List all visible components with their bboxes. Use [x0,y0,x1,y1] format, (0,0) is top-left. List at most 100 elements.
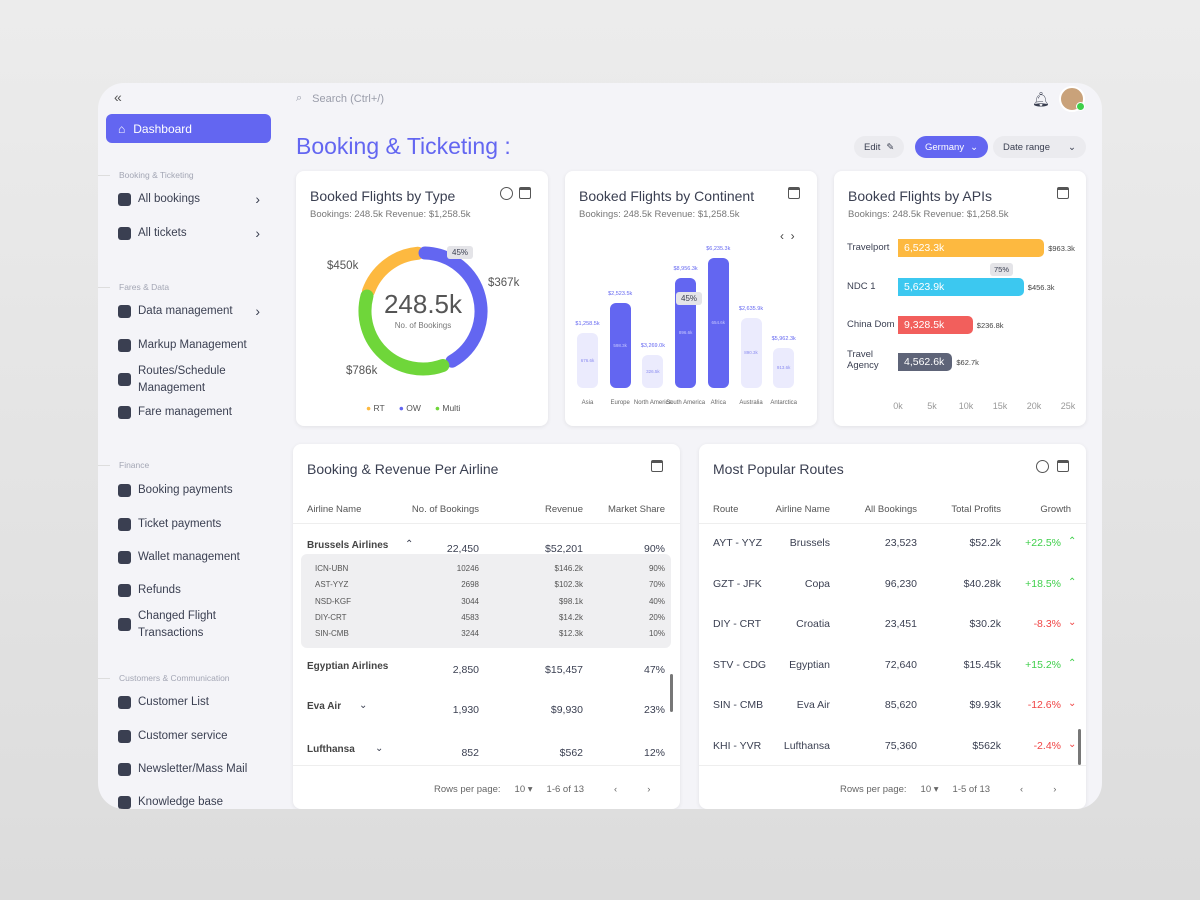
date-range-select[interactable]: Date range ⌄ [993,136,1086,158]
sidebar: « ⌂ Dashboard Booking & Ticketing Fares & … [98,83,282,809]
bar-inner-label: 896.6k [678,330,693,335]
card-summary: Bookings: 248.5k Revenue: $1,258.5k [848,209,1009,220]
sidebar-item[interactable]: Markup Management [118,337,268,354]
table-cell: Brussels [789,537,830,549]
avatar[interactable] [1059,86,1085,112]
sidebar-item[interactable]: Ticket payments [118,516,268,533]
menu-icon [118,304,131,318]
subtable-cell: 3044 [461,596,479,606]
card-summary: Bookings: 248.5k Revenue: $1,258.5k [579,209,740,220]
bar-antarctica[interactable] [773,348,795,388]
sidebar-item[interactable]: Customer service [118,728,268,745]
x-tick-label: South America [666,400,706,406]
column-header[interactable]: Total Profits [951,504,1001,515]
menu-icon [118,517,131,531]
globe-icon[interactable] [1036,460,1049,473]
column-header[interactable]: All Bookings [864,504,917,515]
subtable-cell: 20% [648,612,665,622]
sidebar-item[interactable]: Data management › [118,303,268,320]
next-page-button[interactable]: › [1053,784,1057,795]
arrow-up-icon: ⌃ [1068,657,1077,669]
bar-africa[interactable] [707,258,729,388]
api-bar[interactable]: 4,562.6k [898,353,953,371]
api-bar[interactable]: 6,523.3k [898,239,1045,257]
edit-button[interactable]: Edit ✎ [854,136,905,158]
table-cell: Lufthansa [783,740,830,752]
airline-name[interactable]: Egyptian Airlines [307,661,389,672]
bar-tooltip: 75% [990,263,1014,276]
column-header[interactable]: Revenue [544,504,583,515]
menu-icon [118,373,131,387]
calendar-icon[interactable] [651,460,663,472]
sidebar-item-label: Booking payments [138,484,233,496]
sidebar-item-label: Refunds [138,584,181,596]
column-header[interactable]: Growth [1040,504,1071,515]
airline-name[interactable]: Lufthansa [307,744,355,755]
rows-per-page-select[interactable]: 10 ▾ [514,784,533,795]
sidebar-item-label: Fare management [138,406,232,418]
prev-next-arrows[interactable]: ‹ › [780,229,795,243]
sidebar-item-label: All tickets [138,227,187,239]
country-select[interactable]: Germany ⌄ [915,136,989,158]
table-cell: AYT - YYZ [713,537,763,549]
globe-icon[interactable] [500,187,513,200]
calendar-icon[interactable] [1057,460,1069,472]
search-input[interactable]: ⌕ Search (Ctrl+/) [296,92,384,105]
menu-icon [118,192,131,206]
donut-center-label: No. of Bookings [394,321,452,330]
bar-south-america[interactable] [675,278,697,388]
sidebar-item[interactable]: All tickets › [118,225,268,242]
table-cell: 1,930 [452,704,479,716]
bell-icon[interactable]: 🔔︎ [1032,91,1050,107]
api-value-label: $236.8k [976,321,1004,330]
menu-icon [118,795,131,809]
sidebar-item[interactable]: Routes/Schedule Management [118,363,268,396]
api-bar-label: 4,562.6k [904,356,945,368]
sidebar-section-title: Fares & Data [98,282,170,292]
api-bar[interactable]: 5,623.9k [898,278,1024,296]
rows-per-page-select[interactable]: 10 ▾ [920,784,939,795]
sidebar-item[interactable]: Changed Flight Transactions [118,608,268,641]
bar-asia[interactable] [577,333,598,388]
column-header[interactable]: Airline Name [775,504,830,515]
subtable-cell: $12.3k [558,629,583,639]
calendar-icon[interactable] [519,187,531,199]
calendar-icon[interactable] [1057,187,1069,199]
chevron-down-icon[interactable]: ⌄ [375,743,384,754]
sidebar-item[interactable]: All bookings › [118,191,268,208]
chevron-down-icon[interactable]: ⌄ [359,700,368,711]
sidebar-item[interactable]: Refunds [118,582,268,599]
sidebar-item-dashboard[interactable]: ⌂ Dashboard [106,114,271,143]
prev-page-button[interactable]: ‹ [1020,784,1024,795]
column-header[interactable]: Airline Name [307,504,362,515]
legend-label: OW [406,403,421,413]
sidebar-item[interactable]: Customer List [118,694,268,711]
prev-page-button[interactable]: ‹ [614,784,618,795]
sidebar-item[interactable]: Wallet management [118,549,268,566]
app-window: « ⌂ Dashboard Booking & Ticketing Fares & … [98,83,1102,809]
table-cell: GZT - JFK [713,577,762,590]
scrollbar[interactable] [1078,729,1081,765]
bar-europe[interactable] [609,303,631,388]
chevron-up-icon[interactable]: ⌃ [405,539,414,550]
collapse-icon[interactable]: « [114,89,122,105]
airline-name[interactable]: Eva Air [307,701,342,712]
api-bar[interactable]: 9,328.5k [898,316,973,334]
sidebar-item[interactable]: Newsletter/Mass Mail [118,761,268,778]
subtable-cell: SIN-CMB [315,629,349,639]
airline-name[interactable]: Brussels Airlines [307,540,389,551]
sidebar-item[interactable]: Booking payments [118,482,268,499]
sidebar-item[interactable]: Fare management [118,404,268,421]
next-page-button[interactable]: › [647,784,651,795]
column-header[interactable]: Route [713,504,739,515]
calendar-icon[interactable] [788,187,800,199]
bar-north-america[interactable] [642,355,664,388]
growth-value: -8.3% [1033,618,1061,631]
bar-australia[interactable] [740,318,762,388]
bar-inner-label: 598.3k [613,342,627,348]
column-header[interactable]: No. of Bookings [411,504,479,515]
scrollbar[interactable] [670,674,673,712]
column-header[interactable]: Market Share [607,504,665,515]
subtable-cell: $102.3k [554,580,583,590]
sidebar-item[interactable]: Knowledge base [118,794,268,809]
